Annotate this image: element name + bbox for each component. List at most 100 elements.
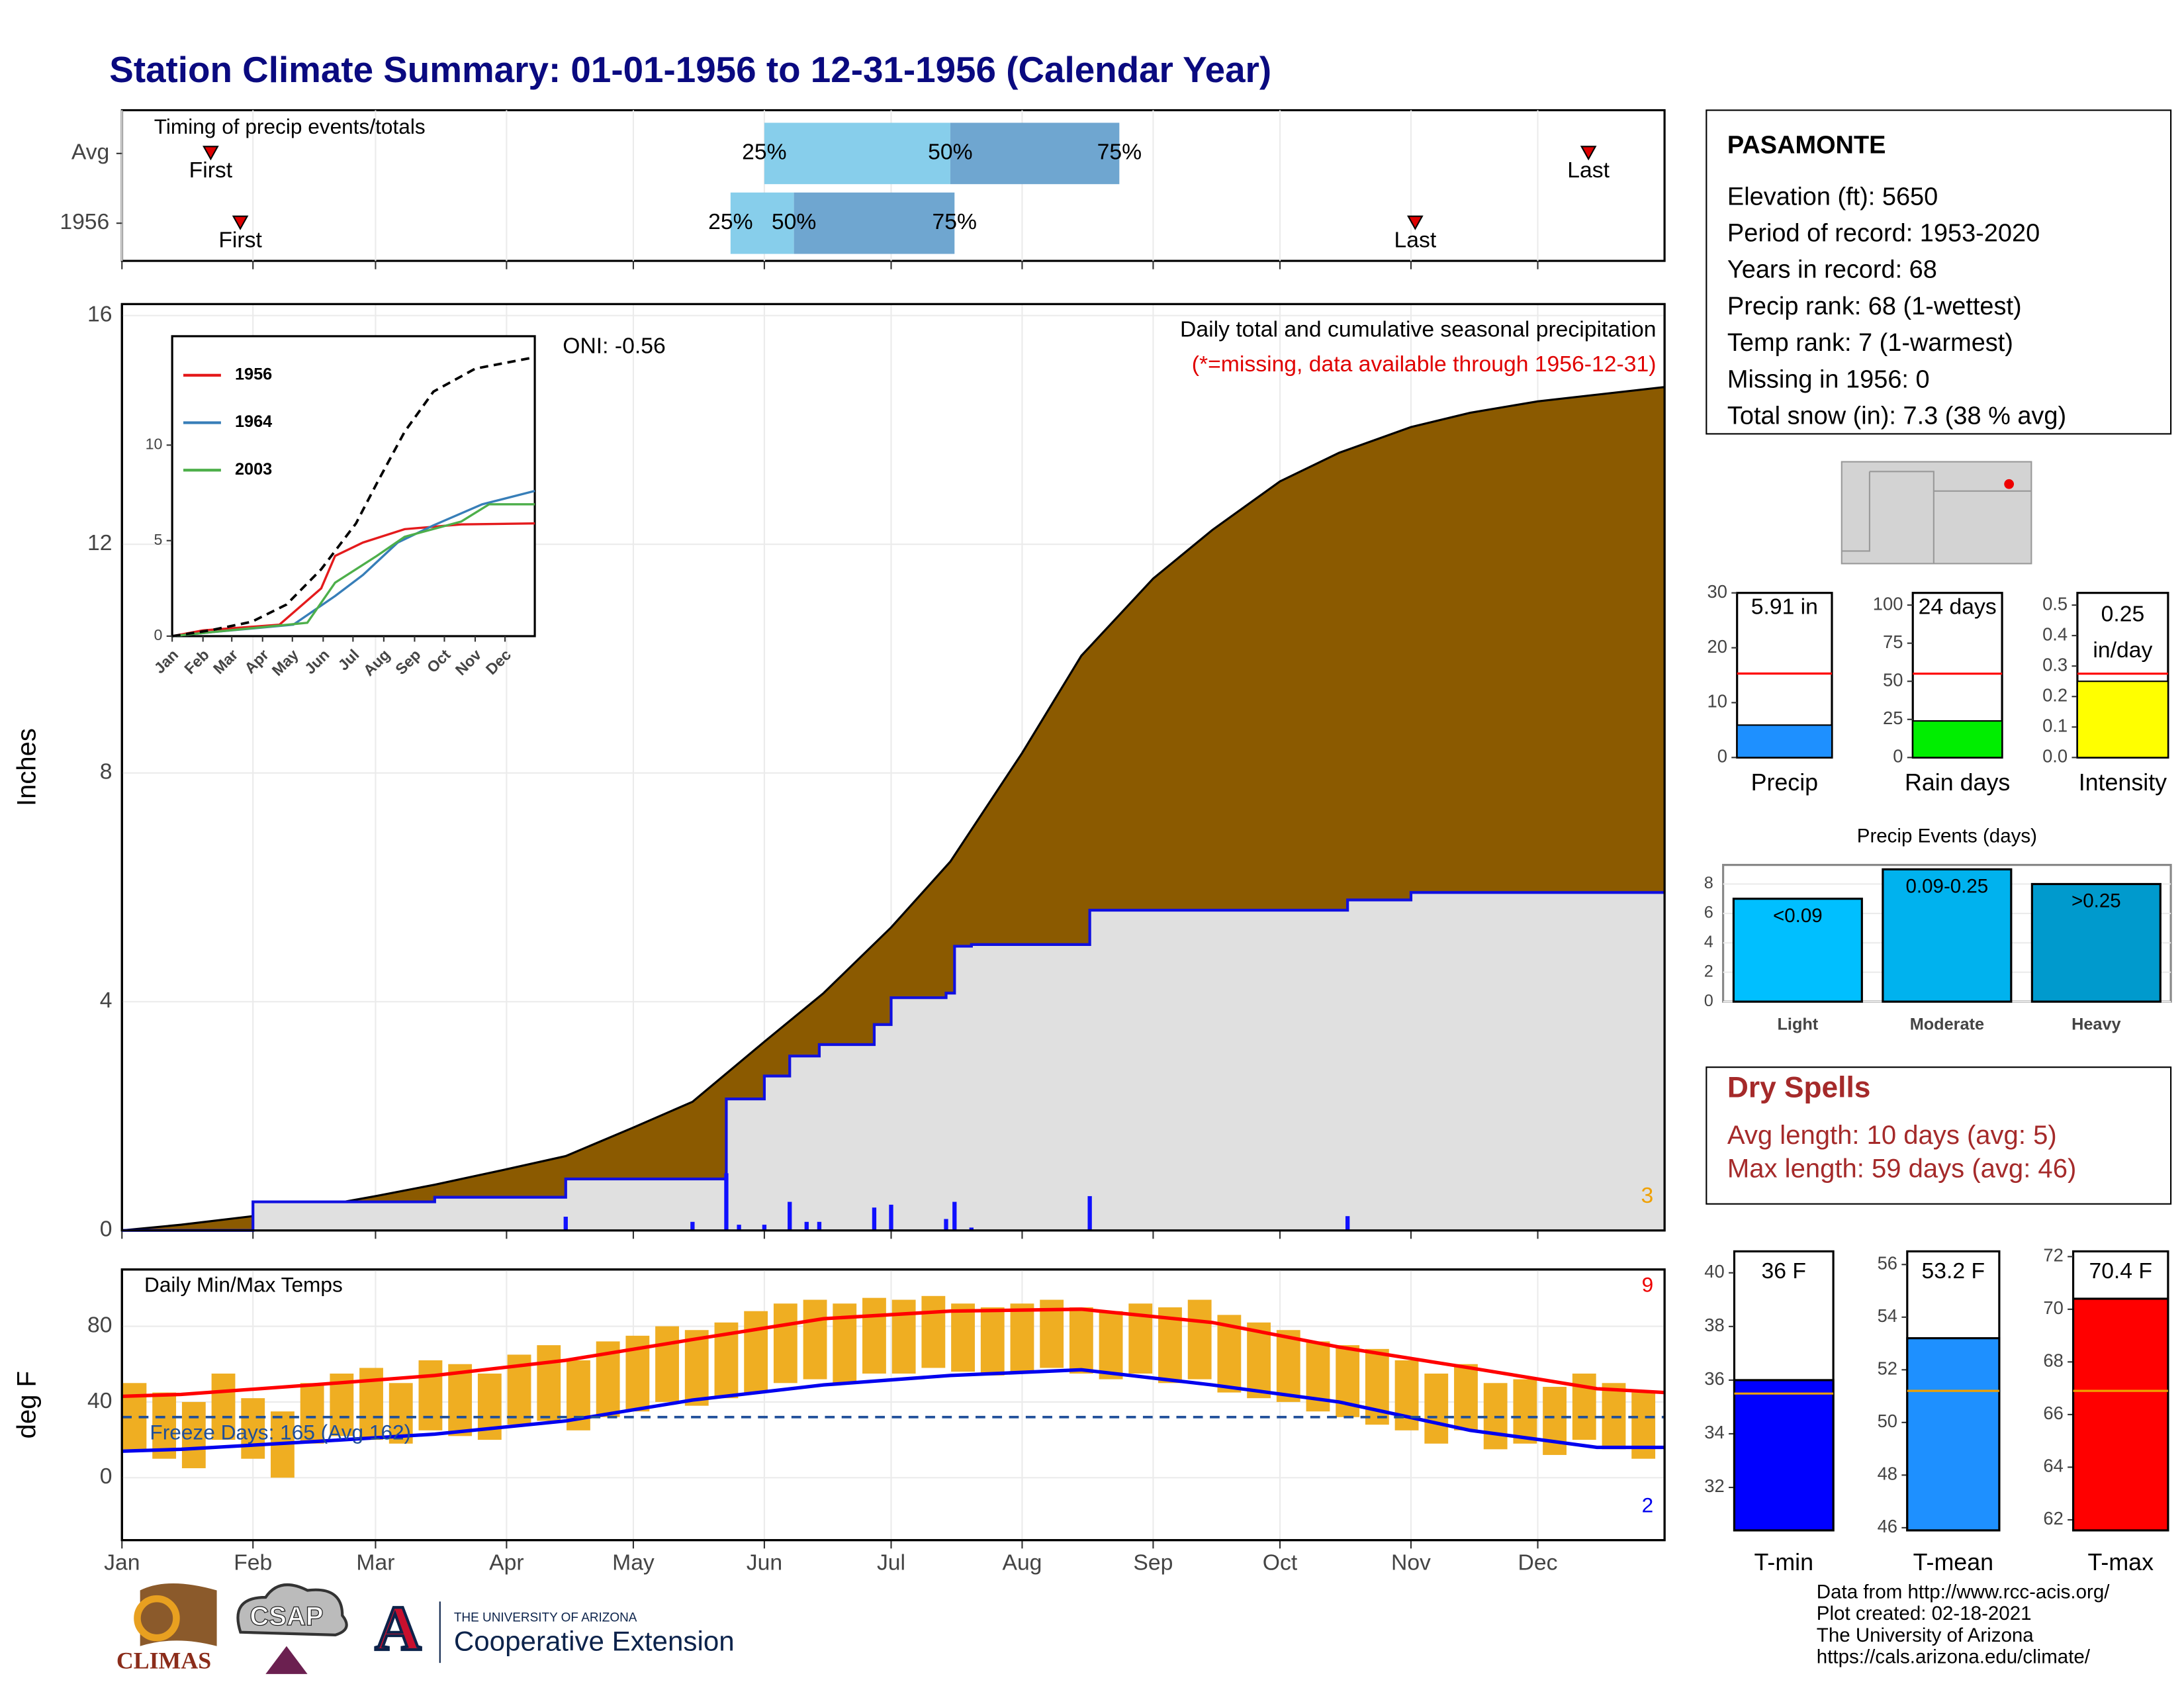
page-title: Station Climate Summary: 01-01-1956 to 1… bbox=[109, 49, 1271, 90]
x-tick-label: Jun bbox=[747, 1550, 782, 1575]
csap-logo: CSAP bbox=[250, 1602, 323, 1631]
bar bbox=[1733, 1379, 1835, 1532]
csap-mountain bbox=[265, 1646, 308, 1674]
quartile-bar-low bbox=[764, 122, 950, 185]
ua-logo: A bbox=[375, 1593, 422, 1664]
panel-frame bbox=[171, 335, 536, 637]
event-marker bbox=[232, 215, 249, 230]
y-tick-label: 32 bbox=[1704, 1476, 1724, 1496]
climas-logo: CLIMAS bbox=[116, 1647, 211, 1673]
event-label: First bbox=[218, 227, 262, 252]
avg-cumulative-line bbox=[122, 386, 1665, 1232]
y-tick-label: 75 bbox=[1883, 632, 1903, 652]
temp-range-bar bbox=[1099, 1311, 1123, 1380]
dry-spells-box bbox=[1706, 1066, 2172, 1205]
y-tick-label: 38 bbox=[1704, 1315, 1724, 1335]
year-cumulative-area bbox=[122, 892, 1665, 1231]
quartile-label: 50% bbox=[772, 209, 816, 234]
bar bbox=[1732, 898, 1863, 1003]
x-tick-label: Jan bbox=[104, 1550, 140, 1575]
value-label: <0.09 bbox=[1773, 905, 1823, 927]
university-name: THE UNIVERSITY OF ARIZONA bbox=[454, 1611, 637, 1625]
bar-label: Intensity bbox=[2079, 769, 2167, 796]
x-tick-label: May bbox=[612, 1550, 655, 1575]
event-label: Last bbox=[1394, 227, 1436, 252]
y-tick-label: 46 bbox=[1878, 1516, 1897, 1536]
temp-range-bar bbox=[1424, 1374, 1449, 1444]
x-tick-label: Moderate bbox=[1910, 1015, 1984, 1034]
y-tick-label: 16 bbox=[87, 302, 113, 327]
temp-range-bar bbox=[537, 1345, 561, 1421]
temp-range-bar bbox=[684, 1330, 709, 1406]
daily-precip-bar bbox=[889, 1204, 893, 1231]
row-label: 1956 bbox=[60, 209, 109, 234]
dry-spells-info: Avg length: 10 days (avg: 5) bbox=[1727, 1121, 2057, 1150]
quartile-label: 25% bbox=[742, 140, 786, 165]
frame-outline bbox=[120, 1268, 1666, 1542]
y-axis-label: deg F bbox=[13, 1371, 42, 1438]
y-tick-label: 10 bbox=[1707, 691, 1727, 712]
corner-count: 3 bbox=[1641, 1183, 1653, 1208]
temp-range-bar bbox=[655, 1326, 679, 1402]
frame-outline bbox=[120, 303, 1666, 1232]
legend-label: 2003 bbox=[235, 460, 272, 479]
value-label: 0.25 bbox=[2101, 601, 2145, 626]
daily-precip-bar bbox=[1087, 1196, 1092, 1231]
temp-range-bar bbox=[891, 1299, 916, 1374]
temp-range-bar bbox=[152, 1392, 177, 1459]
y-tick-label: 0 bbox=[1704, 992, 1713, 1010]
daily-precip-bar bbox=[804, 1221, 809, 1231]
y-tick-label: 2 bbox=[1704, 962, 1713, 980]
y-tick-label: 56 bbox=[1878, 1252, 1897, 1273]
y-tick-label: 0 bbox=[100, 1217, 113, 1242]
bar-label: Precip bbox=[1751, 769, 1819, 796]
temp-range-bar bbox=[1543, 1387, 1567, 1455]
y-tick-label: 34 bbox=[1704, 1422, 1724, 1442]
temp-range-bar bbox=[980, 1307, 1005, 1376]
temp-range-bar bbox=[388, 1383, 413, 1444]
value-label: 0.09-0.25 bbox=[1906, 875, 1989, 897]
temp-range-bar bbox=[1010, 1303, 1034, 1372]
temp-range-bar bbox=[862, 1297, 886, 1374]
y-tick-label: 100 bbox=[1873, 593, 1903, 614]
series-line bbox=[171, 503, 535, 637]
temp-range-bar bbox=[300, 1383, 324, 1444]
event-label: First bbox=[189, 158, 233, 183]
temp-range-bar bbox=[773, 1303, 797, 1383]
freeze-label: Freeze Days: 165 (Avg 162) bbox=[150, 1420, 411, 1444]
map-bg bbox=[1841, 461, 2032, 565]
quartile-label: 25% bbox=[708, 209, 752, 234]
y-tick-label: 0.2 bbox=[2042, 684, 2068, 705]
y-tick-label: 68 bbox=[2043, 1350, 2063, 1371]
y-tick-label: 72 bbox=[2043, 1245, 2063, 1266]
x-tick-label: Jul bbox=[877, 1550, 905, 1575]
temp-range-bar bbox=[181, 1401, 206, 1468]
bar bbox=[2072, 1297, 2169, 1532]
daily-precip-bar bbox=[724, 1173, 729, 1231]
missing-note: (*=missing, data available through 1956-… bbox=[1192, 352, 1657, 377]
station-info: Years in record: 68 bbox=[1727, 256, 1937, 284]
station-info: Missing in 1956: 0 bbox=[1727, 365, 1930, 393]
legend-label: 1964 bbox=[235, 412, 272, 431]
location-map bbox=[1841, 461, 2032, 565]
y-tick-label: 0.0 bbox=[2042, 746, 2068, 767]
record-high-count: 9 bbox=[1642, 1272, 1654, 1296]
y-tick-label: 8 bbox=[1704, 874, 1713, 892]
dry-spells-title: Dry Spells bbox=[1727, 1072, 1870, 1104]
y-tick-label: 66 bbox=[2043, 1403, 2063, 1423]
credit-line: Plot created: 02-18-2021 bbox=[1817, 1603, 2032, 1624]
oni-label: ONI: -0.56 bbox=[563, 334, 665, 359]
bar-label: Rain days bbox=[1905, 769, 2010, 796]
value-label: >0.25 bbox=[2071, 890, 2121, 912]
bar bbox=[1912, 720, 2003, 759]
daily-precip-bar bbox=[563, 1217, 568, 1231]
daily-precip-bar bbox=[817, 1221, 822, 1231]
temp-title: Daily Min/Max Temps bbox=[144, 1272, 343, 1296]
y-tick-label: 0 bbox=[1717, 746, 1727, 767]
y-tick-label: 20 bbox=[1707, 636, 1727, 657]
temp-range-bar bbox=[803, 1299, 827, 1380]
x-tick-label: Heavy bbox=[2071, 1015, 2120, 1034]
temp-range-bar bbox=[241, 1398, 265, 1459]
bar bbox=[2030, 882, 2161, 1003]
